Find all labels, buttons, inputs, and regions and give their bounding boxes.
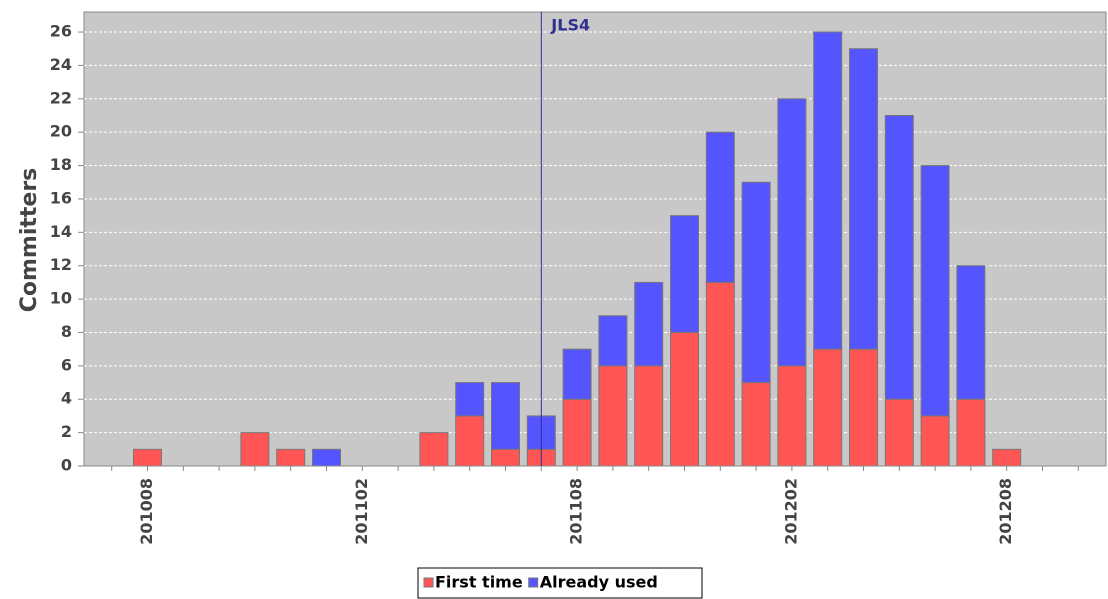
bar [777, 98, 807, 367]
bar [670, 215, 699, 333]
bar [455, 382, 485, 417]
bar [920, 165, 950, 417]
bar [956, 265, 986, 400]
y-tick-label: 20 [50, 122, 72, 141]
bar [741, 181, 771, 384]
bar [634, 281, 664, 367]
bar [562, 348, 592, 400]
y-tick-label: 22 [50, 88, 72, 107]
marker-label: JLS4 [550, 16, 590, 35]
bar [491, 382, 520, 450]
y-tick-label: 10 [50, 289, 72, 308]
y-tick-label: 18 [50, 155, 72, 174]
x-tick-label: 201208 [996, 478, 1015, 545]
bar [741, 382, 771, 467]
bar [992, 448, 1022, 467]
y-tick-label: 24 [50, 55, 72, 74]
plot-area [83, 11, 1107, 467]
bar [562, 398, 592, 467]
bar [884, 114, 914, 400]
bar [455, 415, 485, 467]
bar [598, 315, 628, 367]
y-tick-label: 2 [61, 422, 72, 441]
bar [705, 281, 735, 467]
legend-label: First time [435, 573, 523, 592]
y-tick-label: 6 [61, 355, 72, 374]
bar [598, 365, 628, 467]
bar [920, 415, 950, 467]
bar [276, 448, 306, 467]
y-axis-label: Committers [17, 168, 42, 313]
y-tick-label: 8 [61, 322, 72, 341]
bar [849, 48, 878, 350]
bar [312, 448, 341, 467]
bar [240, 432, 270, 467]
legend-swatch [528, 577, 539, 588]
bar [670, 331, 699, 467]
x-tick-label: 201008 [137, 478, 156, 545]
x-tick-label: 201202 [781, 478, 800, 545]
bar [813, 31, 843, 350]
y-tick-label: 4 [61, 389, 72, 408]
bar [884, 398, 914, 467]
y-tick-label: 12 [50, 255, 72, 274]
y-tick-label: 26 [50, 22, 72, 41]
legend-swatch [423, 577, 434, 588]
bar [813, 348, 843, 467]
bar [956, 398, 986, 467]
bar [777, 365, 807, 467]
bar [634, 365, 664, 467]
legend-label: Already used [540, 573, 658, 592]
bar [491, 448, 520, 467]
y-tick-label: 16 [50, 188, 72, 207]
y-tick-label: 14 [50, 222, 72, 241]
x-tick-label: 201102 [352, 478, 371, 545]
bar [849, 348, 878, 467]
bar [419, 432, 449, 467]
bar [705, 131, 735, 283]
legend-box [417, 567, 703, 599]
bar [133, 448, 162, 467]
y-tick-label: 0 [61, 456, 72, 475]
x-tick-label: 201108 [567, 478, 586, 545]
